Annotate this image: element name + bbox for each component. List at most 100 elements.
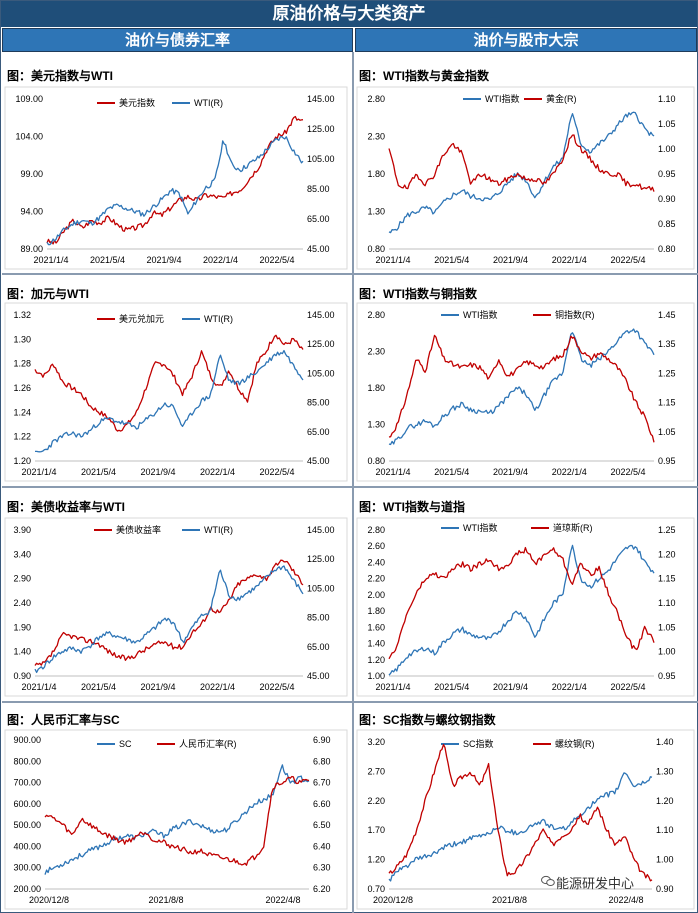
- series-line-1: [46, 115, 304, 245]
- series-line-2: [44, 775, 310, 866]
- y-left-tick-label: 99.00: [20, 169, 43, 179]
- panel-title: 图：美债收益率与WTI: [7, 500, 125, 514]
- y-right-tick-label: 6.40: [313, 841, 331, 851]
- y-left-tick-label: 1.30: [367, 420, 385, 430]
- x-tick-label: 2022/1/4: [200, 467, 235, 477]
- y-right-tick-label: 1.10: [658, 94, 676, 104]
- series-line-1: [388, 772, 653, 882]
- x-tick-label: 2021/1/4: [375, 682, 410, 692]
- x-tick-label: 2021/5/4: [434, 682, 469, 692]
- wechat-icon: [541, 875, 555, 886]
- row-separator: [2, 486, 352, 488]
- legend-label: 人民币汇率(R): [179, 738, 237, 749]
- series-line-2: [388, 334, 655, 443]
- y-left-tick-label: 2.30: [367, 347, 385, 357]
- chart-wti-copper: 2.80 2.30 1.80 1.30 0.80 1.45 1.35 1.25 1.15 1.05…: [356, 302, 695, 482]
- y-left-tick-label: 1.22: [13, 432, 31, 442]
- x-tick-label: 2022/1/4: [552, 682, 587, 692]
- x-tick-label: 2022/5/4: [259, 467, 294, 477]
- x-tick-label: 2022/5/4: [610, 682, 645, 692]
- y-right-tick-label: 1.00: [658, 647, 676, 657]
- x-tick-label: 2022/5/4: [610, 467, 645, 477]
- panel-title: 图：加元与WTI: [7, 287, 89, 301]
- x-tick-label: 2022/5/4: [259, 255, 294, 265]
- legend-label: 黄金(R): [546, 93, 577, 104]
- y-right-tick-label: 45.00: [307, 456, 330, 466]
- column-divider: [352, 52, 354, 913]
- y-left-tick-label: 1.40: [367, 639, 385, 649]
- legend-label: 美债收益率: [116, 524, 161, 535]
- plot-frame: [4, 86, 348, 270]
- y-left-tick-label: 104.00: [15, 132, 43, 142]
- x-tick-label: 2022/4/8: [608, 895, 643, 905]
- y-right-tick-label: 1.20: [658, 549, 676, 559]
- y-right-tick-label: 45.00: [307, 671, 330, 681]
- legend-label: 美元兑加元: [119, 313, 164, 324]
- y-right-tick-label: 0.80: [658, 244, 676, 254]
- y-left-tick-label: 2.00: [367, 590, 385, 600]
- plot-frame: [4, 729, 348, 910]
- x-tick-label: 2021/9/4: [146, 255, 181, 265]
- y-right-tick-label: 1.25: [658, 525, 676, 535]
- x-tick-label: 2022/5/4: [259, 682, 294, 692]
- series-line-1: [388, 111, 655, 234]
- y-right-tick-label: 6.90: [313, 735, 331, 745]
- y-right-tick-label: 1.10: [656, 825, 674, 835]
- x-tick-label: 2022/1/4: [552, 467, 587, 477]
- y-right-tick-label: 0.85: [658, 219, 676, 229]
- y-right-tick-label: 85.00: [307, 398, 330, 408]
- y-right-tick-label: 145.00: [307, 94, 335, 104]
- panel-title: 图：人民币汇率与SC: [7, 713, 120, 727]
- x-tick-label: 2021/9/4: [140, 682, 175, 692]
- x-tick-label: 2021/5/4: [434, 467, 469, 477]
- y-left-tick-label: 1.26: [13, 383, 31, 393]
- y-right-tick-label: 1.25: [658, 368, 676, 378]
- y-left-tick-label: 94.00: [20, 207, 43, 217]
- legend-label: 铜指数(R): [555, 309, 595, 320]
- legend-label: SC: [119, 739, 132, 749]
- series-line-2: [388, 134, 655, 192]
- y-left-tick-label: 500.00: [13, 820, 41, 830]
- y-left-tick-label: 1.80: [367, 606, 385, 616]
- y-right-tick-label: 1.40: [656, 737, 674, 747]
- x-tick-label: 2021/9/4: [493, 255, 528, 265]
- x-tick-label: 2022/4/8: [265, 895, 300, 905]
- y-right-tick-label: 0.95: [658, 456, 676, 466]
- chart-cny-sc: 900.00 800.00 700.00 600.00 500.00 400.00 300.…: [4, 729, 348, 910]
- y-right-tick-label: 1.00: [658, 144, 676, 154]
- y-left-tick-label: 1.80: [367, 383, 385, 393]
- x-tick-label: 2021/5/4: [81, 682, 116, 692]
- panel-title: 图：WTI指数与铜指数: [359, 287, 477, 301]
- series-line-2: [388, 743, 653, 882]
- y-right-tick-label: 85.00: [307, 184, 330, 194]
- plot-frame: [356, 729, 695, 910]
- header-left: 油价与债券汇率: [2, 28, 353, 52]
- y-left-tick-label: 1.60: [367, 622, 385, 632]
- y-left-tick-label: 2.40: [13, 598, 31, 608]
- y-left-tick-label: 1.40: [13, 647, 31, 657]
- legend-label: WTI(R): [204, 314, 233, 324]
- y-left-tick-label: 0.80: [367, 456, 385, 466]
- x-tick-label: 2021/5/4: [90, 255, 125, 265]
- series-line-1: [388, 328, 655, 446]
- y-right-tick-label: 1.05: [658, 427, 676, 437]
- row-separator: [2, 701, 352, 703]
- x-tick-label: 2021/8/8: [492, 895, 527, 905]
- y-right-tick-label: 125.00: [307, 554, 335, 564]
- x-tick-label: 2022/5/4: [610, 255, 645, 265]
- panel-title: 图：美元指数与WTI: [7, 69, 113, 83]
- x-tick-label: 2022/1/4: [203, 255, 238, 265]
- y-right-tick-label: 45.00: [307, 244, 330, 254]
- series-line-2: [35, 349, 304, 453]
- y-left-tick-label: 3.20: [367, 737, 385, 747]
- y-left-tick-label: 1.20: [367, 855, 385, 865]
- chart-sc-rebar: 3.20 2.70 2.20 1.70 1.20 0.70 1.40 1.30 1.20 1.10…: [356, 729, 695, 910]
- x-tick-label: 2021/9/4: [493, 682, 528, 692]
- x-tick-label: 2021/1/4: [375, 255, 410, 265]
- x-tick-label: 2021/5/4: [434, 255, 469, 265]
- y-left-tick-label: 1.30: [13, 334, 31, 344]
- legend-label: WTI指数: [485, 93, 520, 104]
- series-line-1: [34, 559, 304, 666]
- series-line-1: [34, 334, 304, 432]
- legend-label: WTI指数: [463, 309, 498, 320]
